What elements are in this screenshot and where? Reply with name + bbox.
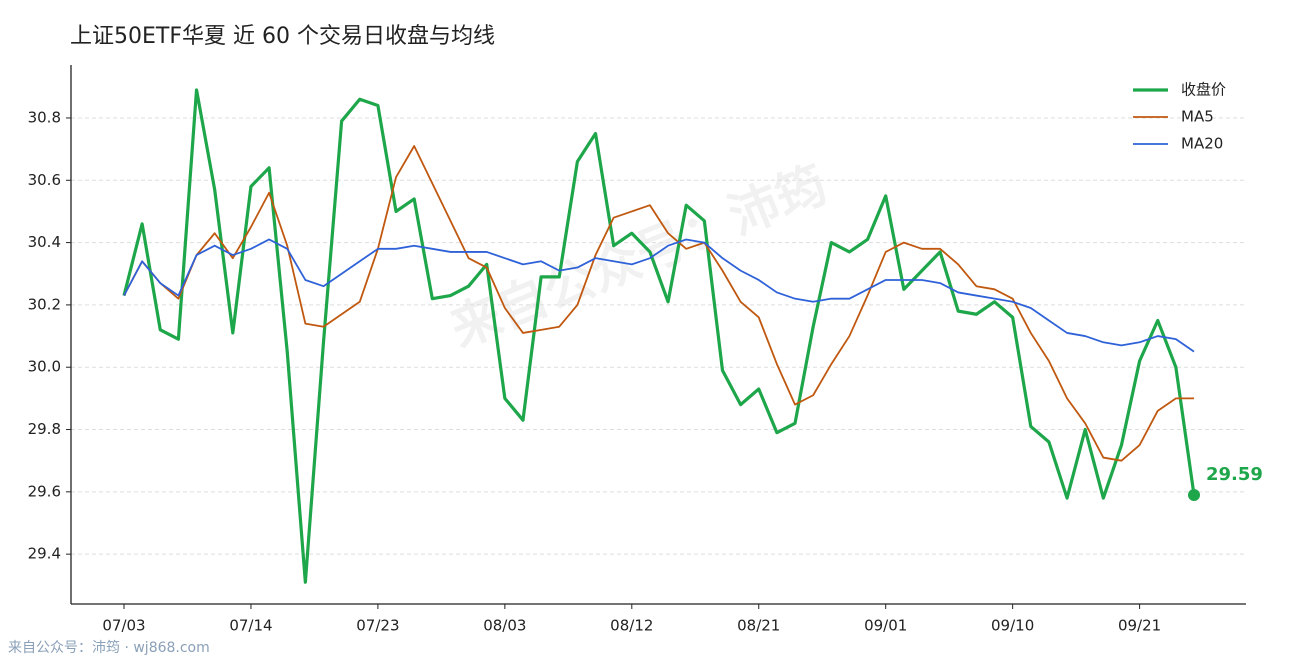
legend-label: MA5	[1181, 108, 1214, 126]
series-line	[123, 145, 1194, 462]
y-tick-label: 30.2	[28, 295, 61, 313]
x-tick-label: 09/01	[864, 617, 907, 635]
series-line	[123, 238, 1195, 353]
series-line	[122, 88, 1196, 584]
y-tick-label: 30.8	[28, 108, 61, 126]
x-tick-label: 08/21	[737, 617, 780, 635]
x-tick-label: 07/23	[356, 617, 399, 635]
chart-title: 上证50ETF华夏 近 60 个交易日收盘与均线	[70, 24, 495, 49]
footer: 来自公众号：沛筠 · wj868.com	[8, 639, 210, 656]
x-tick-label: 07/14	[229, 617, 272, 635]
x-tick-label: 08/12	[610, 617, 653, 635]
y-tick-label: 30.6	[28, 171, 61, 189]
x-tick-label: 09/21	[1118, 617, 1161, 635]
y-tick-label: 29.4	[28, 545, 61, 563]
y-tick-label: 29.6	[28, 482, 61, 500]
legend-label: 收盘价	[1181, 81, 1226, 99]
y-tick-label: 30.0	[28, 358, 61, 376]
y-tick-label: 30.4	[28, 233, 61, 251]
x-tick-label: 09/10	[991, 617, 1034, 635]
legend-label: MA20	[1181, 135, 1223, 153]
x-tick-label: 08/03	[483, 617, 526, 635]
last-value-label: 29.59	[1206, 464, 1263, 485]
last-point	[1188, 488, 1200, 501]
x-tick-label: 07/03	[102, 617, 145, 635]
y-tick-label: 29.8	[28, 420, 61, 438]
